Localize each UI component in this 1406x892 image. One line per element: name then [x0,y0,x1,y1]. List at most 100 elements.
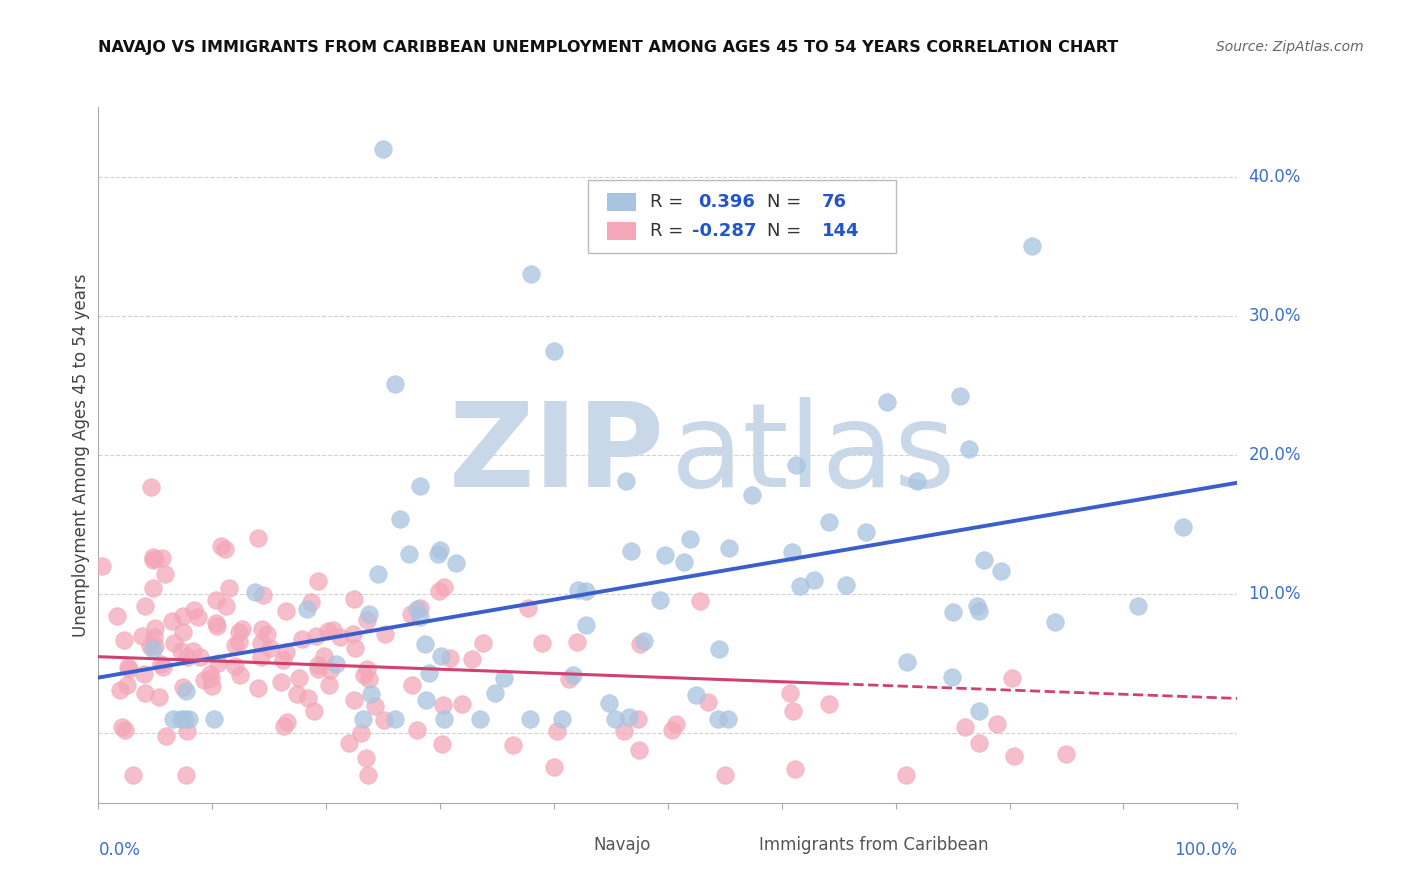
Point [433,712,456,726]
Point [388,512,411,526]
Point [291,632,314,646]
Point [299,595,322,609]
Text: 0.396: 0.396 [699,193,755,211]
Text: 40.0%: 40.0% [1249,168,1301,186]
Point [418,665,440,680]
Point [561,668,583,682]
Y-axis label: Unemployment Among Ages 45 to 54 years: Unemployment Among Ages 45 to 54 years [72,273,90,637]
Point [204,616,226,631]
Point [274,604,297,618]
Point [406,602,429,616]
Point [229,667,252,681]
Point [1002,748,1025,763]
Point [409,479,432,493]
Point [349,726,371,740]
Point [957,442,980,457]
Point [360,688,382,702]
Point [249,649,271,664]
Point [384,712,406,726]
Point [661,723,683,738]
Point [427,547,450,561]
Point [149,657,172,671]
Point [305,629,328,643]
Point [517,600,540,615]
Text: 30.0%: 30.0% [1249,307,1301,325]
Point [307,662,329,676]
Point [288,671,311,685]
Point [432,698,454,713]
FancyBboxPatch shape [607,194,636,211]
Point [520,267,543,281]
Point [530,635,553,649]
Point [967,604,990,618]
Point [650,592,672,607]
Point [907,474,929,488]
Point [174,684,197,698]
Point [209,540,232,554]
Point [342,627,364,641]
Point [297,691,319,706]
Point [177,712,200,726]
Point [231,623,253,637]
Point [357,768,380,782]
Point [665,717,688,731]
Point [471,636,494,650]
Point [780,545,803,559]
Text: NAVAJO VS IMMIGRANTS FROM CARIBBEAN UNEMPLOYMENT AMONG AGES 45 TO 54 YEARS CORRE: NAVAJO VS IMMIGRANTS FROM CARIBBEAN UNEM… [98,40,1119,55]
Point [439,651,461,665]
Point [155,730,177,744]
Point [357,672,380,686]
Point [598,696,620,710]
Point [628,743,651,757]
Point [949,389,972,403]
Point [617,710,640,724]
Point [150,551,173,566]
Point [717,712,740,726]
Point [273,719,295,733]
Point [110,720,132,734]
Point [117,660,139,674]
Point [558,673,581,687]
Point [218,581,240,595]
Point [131,629,153,643]
Point [429,542,451,557]
Point [172,609,194,624]
Point [1021,239,1043,253]
Point [270,674,292,689]
Point [714,768,737,782]
Point [205,618,228,632]
Point [228,625,250,640]
Point [105,608,128,623]
FancyBboxPatch shape [554,838,586,857]
Point [152,660,174,674]
Point [967,704,990,718]
Point [803,573,825,587]
Text: 100.0%: 100.0% [1174,841,1237,859]
Point [613,723,636,738]
Point [1054,747,1077,761]
Point [108,683,131,698]
Point [118,662,141,676]
FancyBboxPatch shape [607,222,636,240]
Point [896,768,918,782]
Point [356,662,378,676]
Point [741,488,763,502]
Text: 76: 76 [821,193,846,211]
Point [176,650,198,665]
Point [707,642,730,657]
Point [567,582,589,597]
Point [243,584,266,599]
Point [363,698,385,713]
Point [207,657,229,671]
Point [329,630,352,644]
Point [494,671,516,685]
Point [941,670,963,684]
Point [1045,615,1067,630]
Text: -0.287: -0.287 [692,222,756,240]
Point [1128,599,1150,613]
Point [461,652,484,666]
Point [697,695,720,709]
Point [835,577,858,591]
Point [628,637,651,651]
Point [193,673,215,688]
